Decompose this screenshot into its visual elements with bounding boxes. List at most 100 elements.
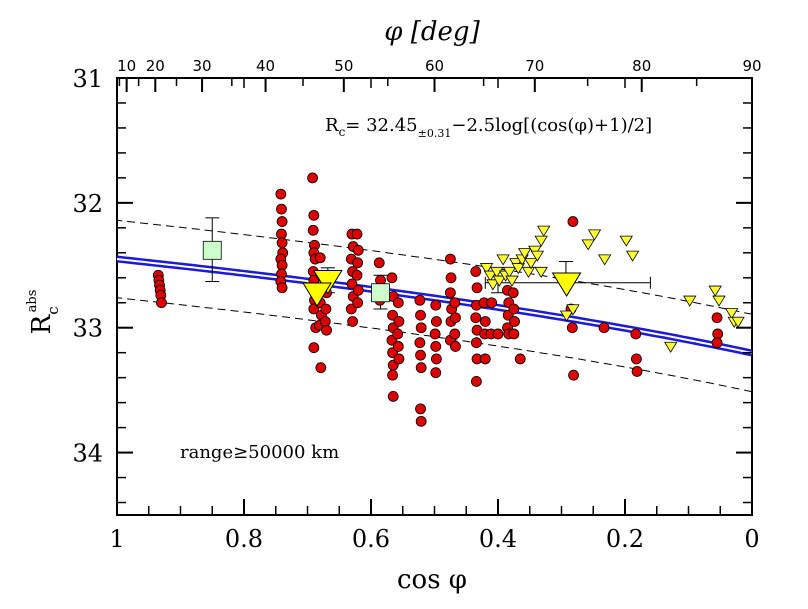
data-point-circle — [479, 353, 491, 365]
y-tick-label: 33 — [72, 315, 103, 343]
data-point-triangle — [712, 295, 726, 307]
data-point-circle — [630, 328, 642, 340]
top-tick-label: 10 — [117, 57, 136, 75]
data-point-circle — [414, 337, 426, 349]
top-tick-label: 90 — [742, 57, 761, 75]
data-point-circle — [429, 328, 441, 340]
data-point-triangle — [490, 266, 504, 279]
data-point-circle — [471, 376, 482, 387]
data-point-circle — [276, 203, 287, 215]
data-point-triangle — [731, 316, 745, 328]
y-axis-title: Rcabs — [25, 290, 62, 335]
data-point-circle — [393, 316, 405, 327]
x-tick-label: 0.6 — [352, 525, 390, 553]
data-point-circle — [514, 353, 526, 365]
data-point-circle — [414, 294, 426, 306]
data-point-circle — [347, 316, 358, 327]
x-tick-label: 0.2 — [606, 525, 644, 553]
data-point-circle — [156, 297, 167, 309]
data-point-circle — [308, 342, 320, 354]
data-point-circle — [471, 282, 483, 294]
data-point-circle — [393, 353, 405, 365]
fit-formula-annotation: Rc= 32.45±0.31−2.5log[(cos(φ)+1)/2] — [325, 115, 652, 140]
data-point-circle — [352, 297, 364, 309]
formula-eq: = 32.45 — [345, 115, 417, 136]
data-point-circle — [508, 303, 520, 315]
y-axis-title-sub: c — [44, 306, 62, 314]
fit-upper-bound-line — [116, 219, 753, 315]
data-point-circle — [351, 228, 363, 240]
y-tick-label: 32 — [72, 190, 103, 218]
data-point-circle — [711, 312, 723, 324]
data-point-triangle — [534, 235, 548, 247]
data-point-circle — [507, 287, 519, 299]
data-point-circle — [445, 272, 457, 284]
data-point-circle — [387, 369, 398, 381]
y-tick-label: 34 — [72, 440, 103, 468]
data-point-circle — [509, 316, 520, 327]
data-point-circle — [444, 287, 456, 299]
data-point-circle — [387, 390, 399, 402]
range-annotation: range≥50000 km — [180, 442, 339, 463]
data-point-circle — [449, 328, 461, 340]
top-tick-label: 50 — [334, 57, 353, 75]
data-point-triangle — [479, 263, 494, 275]
data-point-circle — [315, 362, 327, 374]
data-point-triangle — [534, 266, 548, 279]
data-point-circle — [631, 353, 642, 365]
y-axis-title-sup: abs — [25, 290, 40, 313]
formula-err: ±0.31 — [418, 127, 452, 140]
data-point-triangle — [517, 248, 532, 260]
data-point-triangle — [664, 341, 678, 353]
data-point-circle — [392, 297, 404, 309]
data-point-circle — [430, 341, 442, 352]
fit-lower-bound-line — [116, 297, 753, 393]
data-point-circle — [444, 253, 456, 265]
formula-r: R — [325, 115, 339, 136]
y-axis-title-main: R — [27, 313, 57, 334]
data-point-circle — [431, 316, 442, 327]
data-point-circle — [386, 272, 398, 284]
formula-sub-c: c — [339, 125, 346, 139]
data-point-circle — [373, 257, 385, 269]
top-tick-label: 60 — [425, 57, 444, 75]
data-point-triangle — [724, 308, 739, 320]
data-point-circle — [352, 244, 364, 256]
data-point-triangle — [496, 254, 510, 266]
top-tick-label: 70 — [525, 57, 544, 75]
data-point-circle — [392, 328, 404, 340]
data-point-circle — [275, 188, 287, 200]
data-point-circle — [276, 216, 288, 227]
data-point-circle — [415, 349, 426, 361]
top-tick-label: 20 — [146, 57, 165, 75]
data-point-triangle — [625, 250, 640, 262]
data-point-circle — [598, 322, 610, 334]
data-point-triangle — [708, 285, 722, 297]
data-point-triangle — [492, 275, 506, 287]
data-point-triangle — [502, 266, 517, 279]
data-point-circle — [276, 282, 288, 294]
data-point-circle — [352, 257, 364, 269]
fit-line-inner — [116, 258, 753, 354]
x-tick-label: 0.4 — [479, 525, 517, 553]
data-point-triangle — [524, 258, 538, 270]
data-point-circle — [351, 269, 363, 281]
data-point-circle — [320, 303, 332, 315]
data-point-square — [371, 283, 390, 303]
data-point-circle — [392, 341, 404, 352]
data-point-circle — [430, 299, 442, 311]
x-tick-label: 0.8 — [225, 525, 263, 553]
data-point-circle — [567, 216, 579, 227]
top-tick-label: 40 — [256, 57, 275, 75]
top-tick-label: 80 — [632, 57, 651, 75]
data-point-triangle — [537, 225, 551, 237]
data-point-circle — [479, 316, 491, 327]
data-point-triangle — [521, 266, 536, 279]
data-point-circle — [352, 284, 364, 296]
data-point-triangle — [597, 254, 612, 266]
data-point-circle — [450, 312, 461, 324]
data-point-circle — [415, 309, 426, 321]
data-point-triangle — [566, 304, 580, 316]
data-point-circle — [307, 172, 318, 184]
